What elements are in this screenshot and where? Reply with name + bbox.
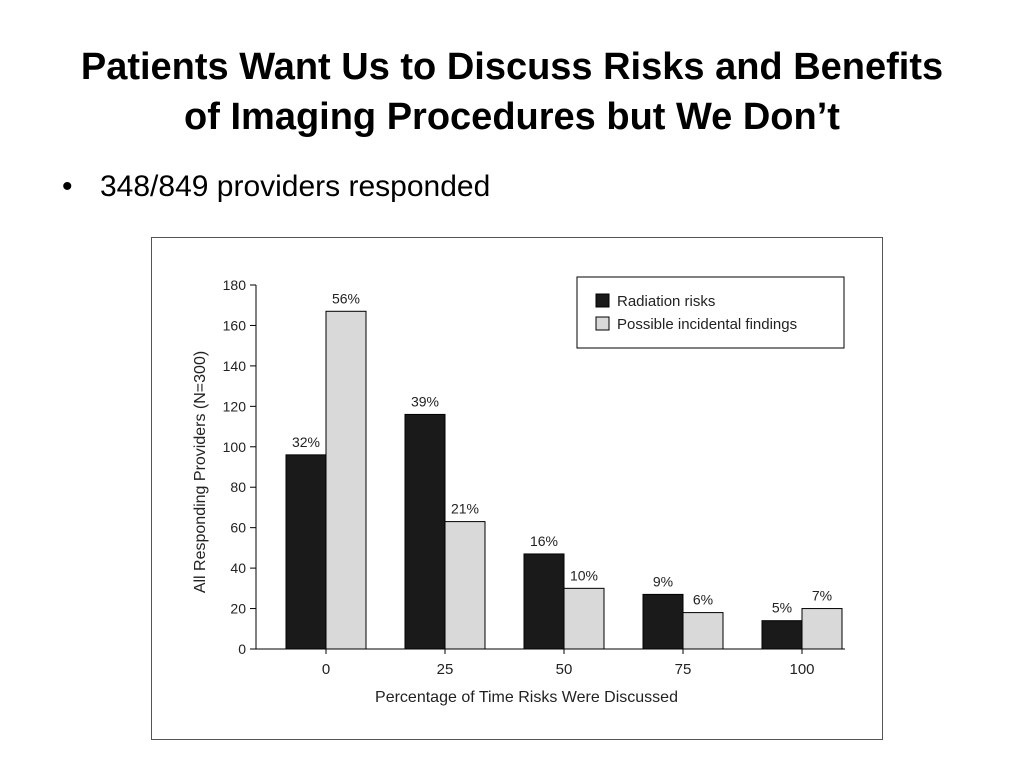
bar-value-label: 39% <box>411 393 439 409</box>
y-tick-label: 120 <box>223 398 247 414</box>
x-tick-label: 75 <box>675 661 692 678</box>
y-tick-label: 0 <box>238 641 246 657</box>
slide-title-line-2: of Imaging Procedures but We Don’t <box>184 96 840 138</box>
y-tick-label: 60 <box>230 520 246 536</box>
bar <box>563 587 605 650</box>
legend-box <box>576 276 845 349</box>
x-tick-label: 25 <box>437 661 454 678</box>
y-tick-label: 40 <box>230 560 246 576</box>
bar <box>325 310 367 650</box>
chart-frame: 0 20 40 60 80 100 120 140 160 180 32% 56% 0 39% 21% 25 1… <box>151 237 883 740</box>
bar <box>801 608 843 650</box>
bar <box>682 612 724 650</box>
legend-label: Possible incidental findings <box>617 316 797 333</box>
bar-value-label: 16% <box>530 533 558 549</box>
bar <box>642 593 684 650</box>
bar <box>761 620 803 650</box>
bullet-list: • 348/849 providers responded <box>62 170 490 204</box>
bar-value-label: 5% <box>772 600 792 616</box>
bar-value-label: 56% <box>332 290 360 306</box>
bar-value-label: 7% <box>812 588 832 604</box>
y-tick-label: 140 <box>223 358 247 374</box>
bar-value-label: 21% <box>451 501 479 517</box>
bar <box>404 413 446 650</box>
bar-value-label: 9% <box>653 573 673 589</box>
y-axis-title: All Responding Providers (N=300) <box>192 351 209 593</box>
x-tick-label: 0 <box>322 661 330 678</box>
bullet-marker: • <box>62 170 73 203</box>
x-tick-label: 50 <box>556 661 573 678</box>
bar-value-label: 32% <box>292 434 320 450</box>
bullet-item: • 348/849 providers responded <box>62 170 490 204</box>
y-tick-label: 160 <box>223 317 247 333</box>
x-tick-label: 100 <box>789 661 814 678</box>
bar <box>523 553 565 650</box>
legend-swatch <box>595 316 610 331</box>
y-tick-label: 180 <box>223 277 247 293</box>
bar-value-label: 10% <box>570 567 598 583</box>
bar <box>444 521 486 650</box>
y-tick-label: 100 <box>223 439 247 455</box>
legend-label: Radiation risks <box>617 293 715 310</box>
bar-value-label: 6% <box>693 592 713 608</box>
legend-swatch <box>595 293 610 308</box>
bullet-text: 348/849 providers responded <box>100 170 491 203</box>
bar-chart: 0 20 40 60 80 100 120 140 160 180 32% 56% 0 39% 21% 25 1… <box>192 276 845 706</box>
x-axis-title: Percentage of Time Risks Were Discussed <box>375 689 678 706</box>
bar <box>285 454 327 650</box>
y-tick-label: 20 <box>230 601 246 617</box>
slide-title-line-1: Patients Want Us to Discuss Risks and Be… <box>80 46 944 88</box>
y-tick-label: 80 <box>230 479 246 495</box>
slide-title: Patients Want Us to Discuss Risks and Be… <box>40 42 984 142</box>
